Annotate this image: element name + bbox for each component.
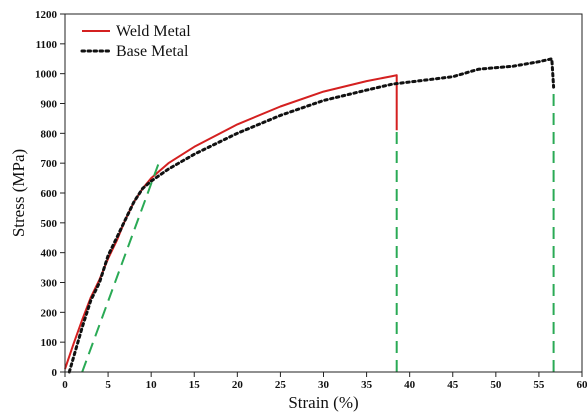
legend: Weld Metal Base Metal — [82, 23, 191, 60]
x-tick-label: 25 — [275, 379, 287, 391]
guide-line-2 — [82, 160, 160, 372]
y-tick-label: 500 — [41, 218, 58, 230]
x-tick-label: 20 — [232, 379, 244, 391]
y-tick-label: 1100 — [36, 39, 58, 51]
y-axis-title: Stress (MPa) — [9, 149, 28, 237]
x-tick-label: 0 — [62, 379, 68, 391]
y-tick-label: 300 — [41, 278, 58, 290]
x-tick-label: 50 — [490, 379, 502, 391]
legend-label: Weld Metal — [116, 23, 191, 40]
x-tick-label: 10 — [146, 379, 158, 391]
plot-area — [65, 59, 554, 372]
y-tick-label: 800 — [41, 128, 58, 140]
x-tick-label: 60 — [577, 379, 587, 391]
y-tick-label: 200 — [41, 307, 58, 319]
x-tick-label: 15 — [189, 379, 201, 391]
y-tick-label: 0 — [52, 367, 58, 379]
x-tick-label: 55 — [533, 379, 545, 391]
series-base-metal — [69, 59, 553, 372]
x-tick-label: 45 — [447, 379, 459, 391]
y-tick-label: 1000 — [35, 69, 58, 81]
x-tick-label: 40 — [404, 379, 416, 391]
x-axis-title: Strain (%) — [288, 393, 358, 412]
legend-label: Base Metal — [116, 43, 189, 60]
y-tick-label: 700 — [41, 158, 58, 170]
y-tick-label: 400 — [41, 248, 58, 260]
x-tick-label: 35 — [361, 379, 373, 391]
series-weld-metal — [65, 75, 397, 369]
x-tick-label: 5 — [105, 379, 111, 391]
y-tick-label: 600 — [41, 188, 58, 200]
y-tick-label: 900 — [41, 99, 58, 111]
x-tick-label: 30 — [318, 379, 330, 391]
y-tick-label: 100 — [41, 337, 58, 349]
y-tick-label: 1200 — [35, 9, 58, 21]
